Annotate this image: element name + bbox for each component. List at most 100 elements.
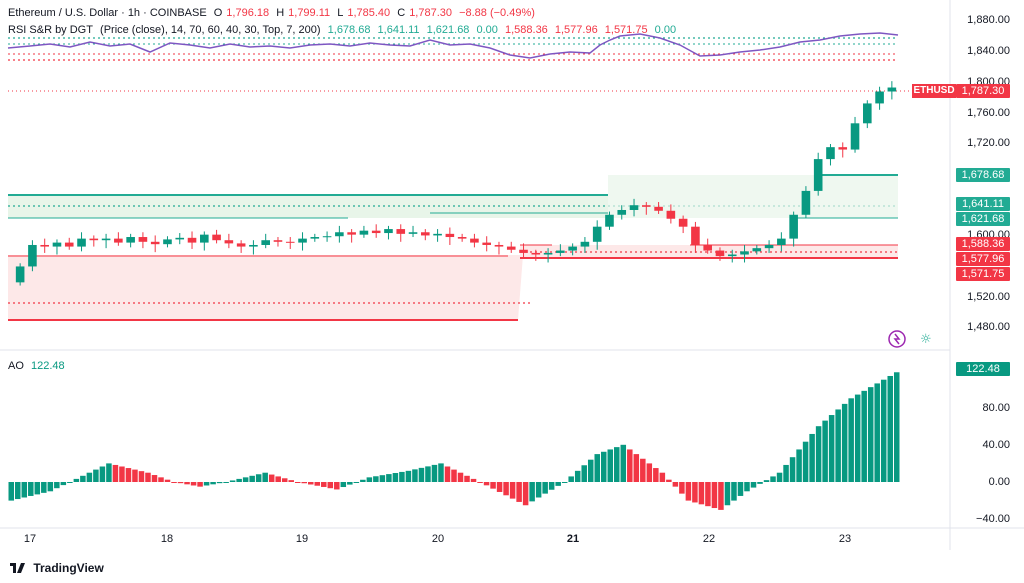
candle-body (224, 240, 234, 244)
price-axis-label: 1,760.00 (967, 107, 1010, 119)
ao-bar (731, 482, 737, 501)
ao-bar (828, 415, 835, 482)
tradingview-icon (10, 563, 25, 573)
ao-bar (379, 475, 386, 482)
ao-bar (47, 482, 54, 492)
ao-bar (340, 482, 347, 488)
ao-bar (744, 482, 750, 492)
candle-body (727, 254, 737, 257)
time-axis-label: 22 (702, 533, 716, 545)
ao-bar (705, 482, 711, 507)
ao-bar (373, 476, 379, 482)
resistance-zone (8, 255, 523, 320)
low-value: 1,785.40 (347, 7, 391, 19)
ao-bar (203, 482, 210, 486)
ao-bar (229, 480, 236, 482)
candle-body (347, 232, 356, 235)
price-axis-label: 1,880.00 (967, 14, 1010, 26)
candle-body (875, 91, 884, 104)
candle-body (150, 241, 160, 245)
indicator-value: 1,641.11 (377, 24, 420, 36)
candle-body (482, 242, 491, 245)
ao-bar (34, 482, 41, 495)
ao-bar (666, 479, 672, 482)
candle-body (138, 237, 148, 242)
candle-body (126, 237, 135, 243)
ao-bar (444, 466, 451, 482)
candle-body (605, 214, 614, 227)
candle-body (359, 230, 369, 235)
candle-body (887, 87, 897, 92)
ao-bar (535, 482, 542, 498)
candle-body (322, 236, 332, 238)
ao-bar (470, 478, 477, 482)
tradingview-logo[interactable]: TradingView (10, 561, 104, 575)
ao-bar (327, 482, 334, 489)
ao-bar (457, 472, 464, 482)
candle-body (715, 250, 725, 257)
candle-body (371, 230, 381, 234)
ao-bar (171, 482, 177, 483)
ao-bar (503, 482, 509, 496)
candle-body (261, 240, 270, 245)
symbol-title[interactable]: Ethereum / U.S. Dollar · 1h · COINBASE (8, 7, 207, 19)
candle-body (298, 238, 307, 243)
ao-axis-label: −40.00 (976, 513, 1010, 525)
ao-bar (653, 468, 659, 482)
eye-icon: ☼ (920, 332, 932, 347)
ao-bar (67, 482, 73, 483)
candle-body (408, 232, 418, 234)
candle-body (77, 238, 86, 247)
indicator-value: 1,621.68 (426, 24, 470, 36)
ao-bar (321, 482, 327, 487)
candle-body (666, 210, 676, 219)
ao-bar (796, 449, 802, 482)
ao-bar (574, 470, 581, 482)
ao-bar (308, 482, 314, 485)
alert-icon-bolt (893, 333, 901, 345)
ao-bar (679, 482, 685, 494)
resistance-tag: 1,577.96 (956, 252, 1010, 266)
candle-body (421, 232, 430, 236)
indicator-value: 1,678.68 (327, 24, 371, 36)
ao-bar (555, 482, 561, 486)
candle-body (642, 205, 651, 207)
candle-body (752, 248, 762, 252)
candle-body (556, 250, 565, 253)
ao-bar (783, 464, 789, 482)
candle-body (384, 229, 393, 234)
support-tag: 1,678.68 (956, 168, 1010, 182)
ao-bar (399, 471, 405, 482)
candle-body (813, 159, 823, 191)
ao-bar (861, 390, 867, 482)
candles (15, 81, 897, 286)
indicator-value: 1,571.75 (604, 24, 648, 36)
ao-bar (294, 482, 301, 483)
candle-body (678, 218, 688, 227)
ao-bar (145, 472, 151, 482)
candle-body (777, 238, 786, 245)
indicator-header: RSI S&R by DGT (Price (close), 14, 70, 6… (8, 24, 680, 36)
ao-bar (106, 463, 112, 482)
ao-bar (151, 475, 158, 482)
candle-body (863, 103, 872, 124)
ao-bar (366, 477, 373, 482)
candle-body (838, 147, 848, 150)
candle-body (212, 234, 221, 241)
ao-bar (672, 482, 679, 487)
indicator-value: 0.00 (654, 24, 677, 36)
ao-header: AO 122.48 (8, 360, 69, 372)
ao-bar (815, 426, 822, 482)
candle-body (40, 244, 49, 247)
ao-bar (99, 466, 106, 482)
candle-body (273, 240, 283, 242)
candle-body (163, 239, 172, 245)
time-axis-label: 23 (838, 533, 852, 545)
price-axis-label: 1,840.00 (967, 45, 1010, 57)
ao-bar (711, 482, 718, 509)
indicator-name[interactable]: RSI S&R by DGT (8, 24, 93, 36)
ao-label[interactable]: AO (8, 360, 24, 372)
ao-bar (509, 482, 516, 499)
ao-bar (360, 479, 366, 482)
